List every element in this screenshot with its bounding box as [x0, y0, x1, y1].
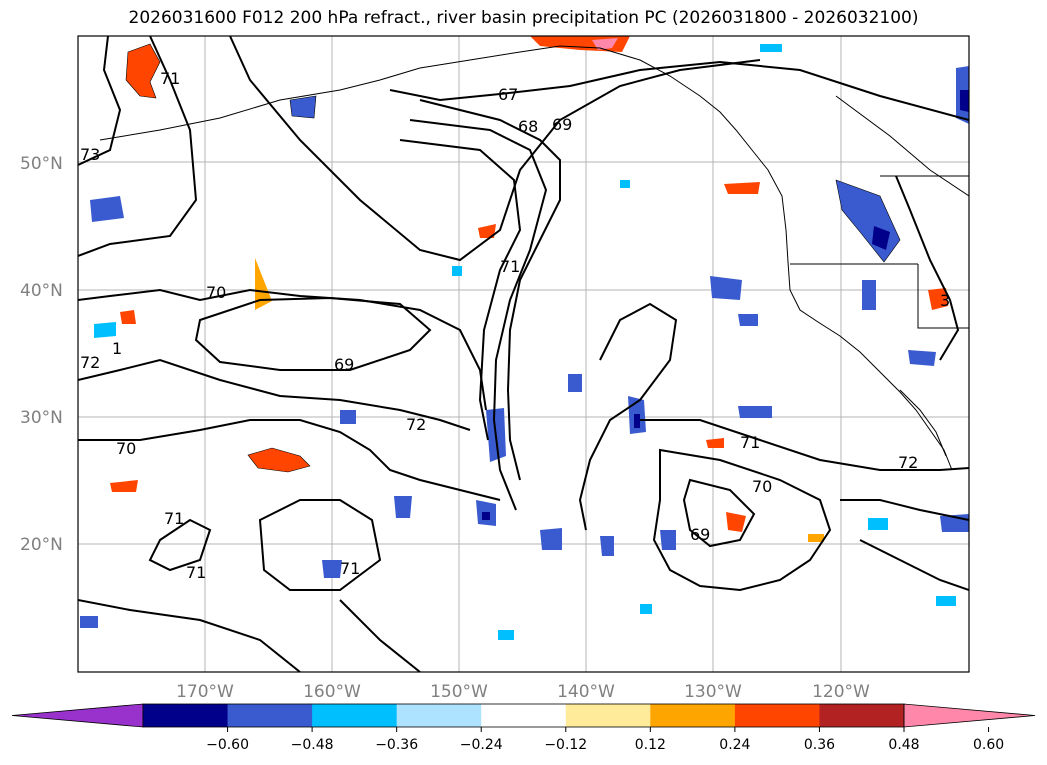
- lat-label: 40°N: [20, 281, 63, 301]
- colorbar-segment: [143, 704, 229, 727]
- lat-label: 30°N: [20, 408, 63, 428]
- colorbar-tick-label: 0.60: [973, 737, 1004, 753]
- colorbar-tick-label: −0.60: [206, 737, 249, 753]
- map-panel: 67 68 69 71 71 73 70 1 72 69 70 72 71 72…: [20, 35, 970, 702]
- lon-label: 160°W: [303, 682, 361, 702]
- colorbar-tick-label: 0.24: [719, 737, 750, 753]
- contour-labels: 67 68 69 71 71 73 70 1 72 69 70 72 71 72…: [80, 69, 950, 582]
- colorbar-tick-label: −0.48: [291, 737, 334, 753]
- colorbar-segment: [819, 704, 905, 727]
- contour-label: 69: [552, 115, 572, 134]
- precip-shading: [80, 36, 969, 640]
- contour-label: 71: [160, 69, 180, 88]
- contour-label: 1: [112, 339, 122, 358]
- contour-label: 69: [690, 525, 710, 544]
- colorbar-segment: [650, 704, 736, 727]
- contour-label: 71: [164, 509, 184, 528]
- colorbar-outline: [142, 703, 905, 728]
- contour-label: 70: [116, 439, 136, 458]
- contour-label: 70: [206, 283, 226, 302]
- map-title: 2026031600 F012 200 hPa refract., river …: [128, 8, 919, 28]
- lat-label: 50°N: [20, 154, 63, 174]
- colorbar-segment: [481, 704, 567, 727]
- contours: [78, 36, 969, 672]
- colorbar-tick-label: 0.12: [635, 737, 666, 753]
- colorbar-tick-label: −0.24: [460, 737, 503, 753]
- latitude-labels: 50°N 40°N 30°N 20°N: [20, 154, 63, 555]
- contour-label: 68: [518, 117, 538, 136]
- lat-label: 20°N: [20, 535, 63, 555]
- contour-label: 72: [80, 353, 100, 372]
- contour-label: 73: [80, 145, 100, 164]
- colorbar-tick-label: −0.36: [375, 737, 418, 753]
- colorbar: −0.60 −0.48 −0.36 −0.24 −0.12 0.12 0.24 0.36 0.4…: [11, 703, 1036, 753]
- contour-label: 72: [406, 415, 426, 434]
- colorbar-segment: [565, 704, 651, 727]
- map-frame: [77, 35, 970, 673]
- contour-label: 70: [752, 477, 772, 496]
- lon-label: 120°W: [812, 682, 870, 702]
- contour-label: 71: [340, 559, 360, 578]
- lon-label: 170°W: [176, 682, 234, 702]
- longitude-labels: 170°W 160°W 150°W 140°W 130°W 120°W: [176, 682, 870, 702]
- contour-label: 3: [940, 291, 950, 310]
- contour-label: 67: [498, 85, 518, 104]
- colorbar-extend-low: [11, 703, 144, 728]
- lon-label: 130°W: [684, 682, 742, 702]
- coastlines: [99, 45, 969, 471]
- gridlines: [78, 36, 969, 672]
- colorbar-segment: [227, 704, 313, 727]
- colorbar-extend-high: [903, 703, 1036, 728]
- colorbar-tick-label: 0.48: [888, 737, 919, 753]
- map-background: [78, 36, 969, 672]
- lon-label: 140°W: [557, 682, 615, 702]
- contour-label: 72: [898, 453, 918, 472]
- lon-label: 150°W: [430, 682, 488, 702]
- contour-label: 69: [334, 355, 354, 374]
- contour-label: 71: [500, 257, 520, 276]
- contour-label: 71: [740, 433, 760, 452]
- colorbar-tick-label: 0.36: [804, 737, 835, 753]
- colorbar-tick-label: −0.12: [544, 737, 587, 753]
- contour-label: 71: [186, 563, 206, 582]
- colorbar-segment: [312, 704, 398, 727]
- colorbar-segment: [734, 704, 820, 727]
- colorbar-segment: [396, 704, 482, 727]
